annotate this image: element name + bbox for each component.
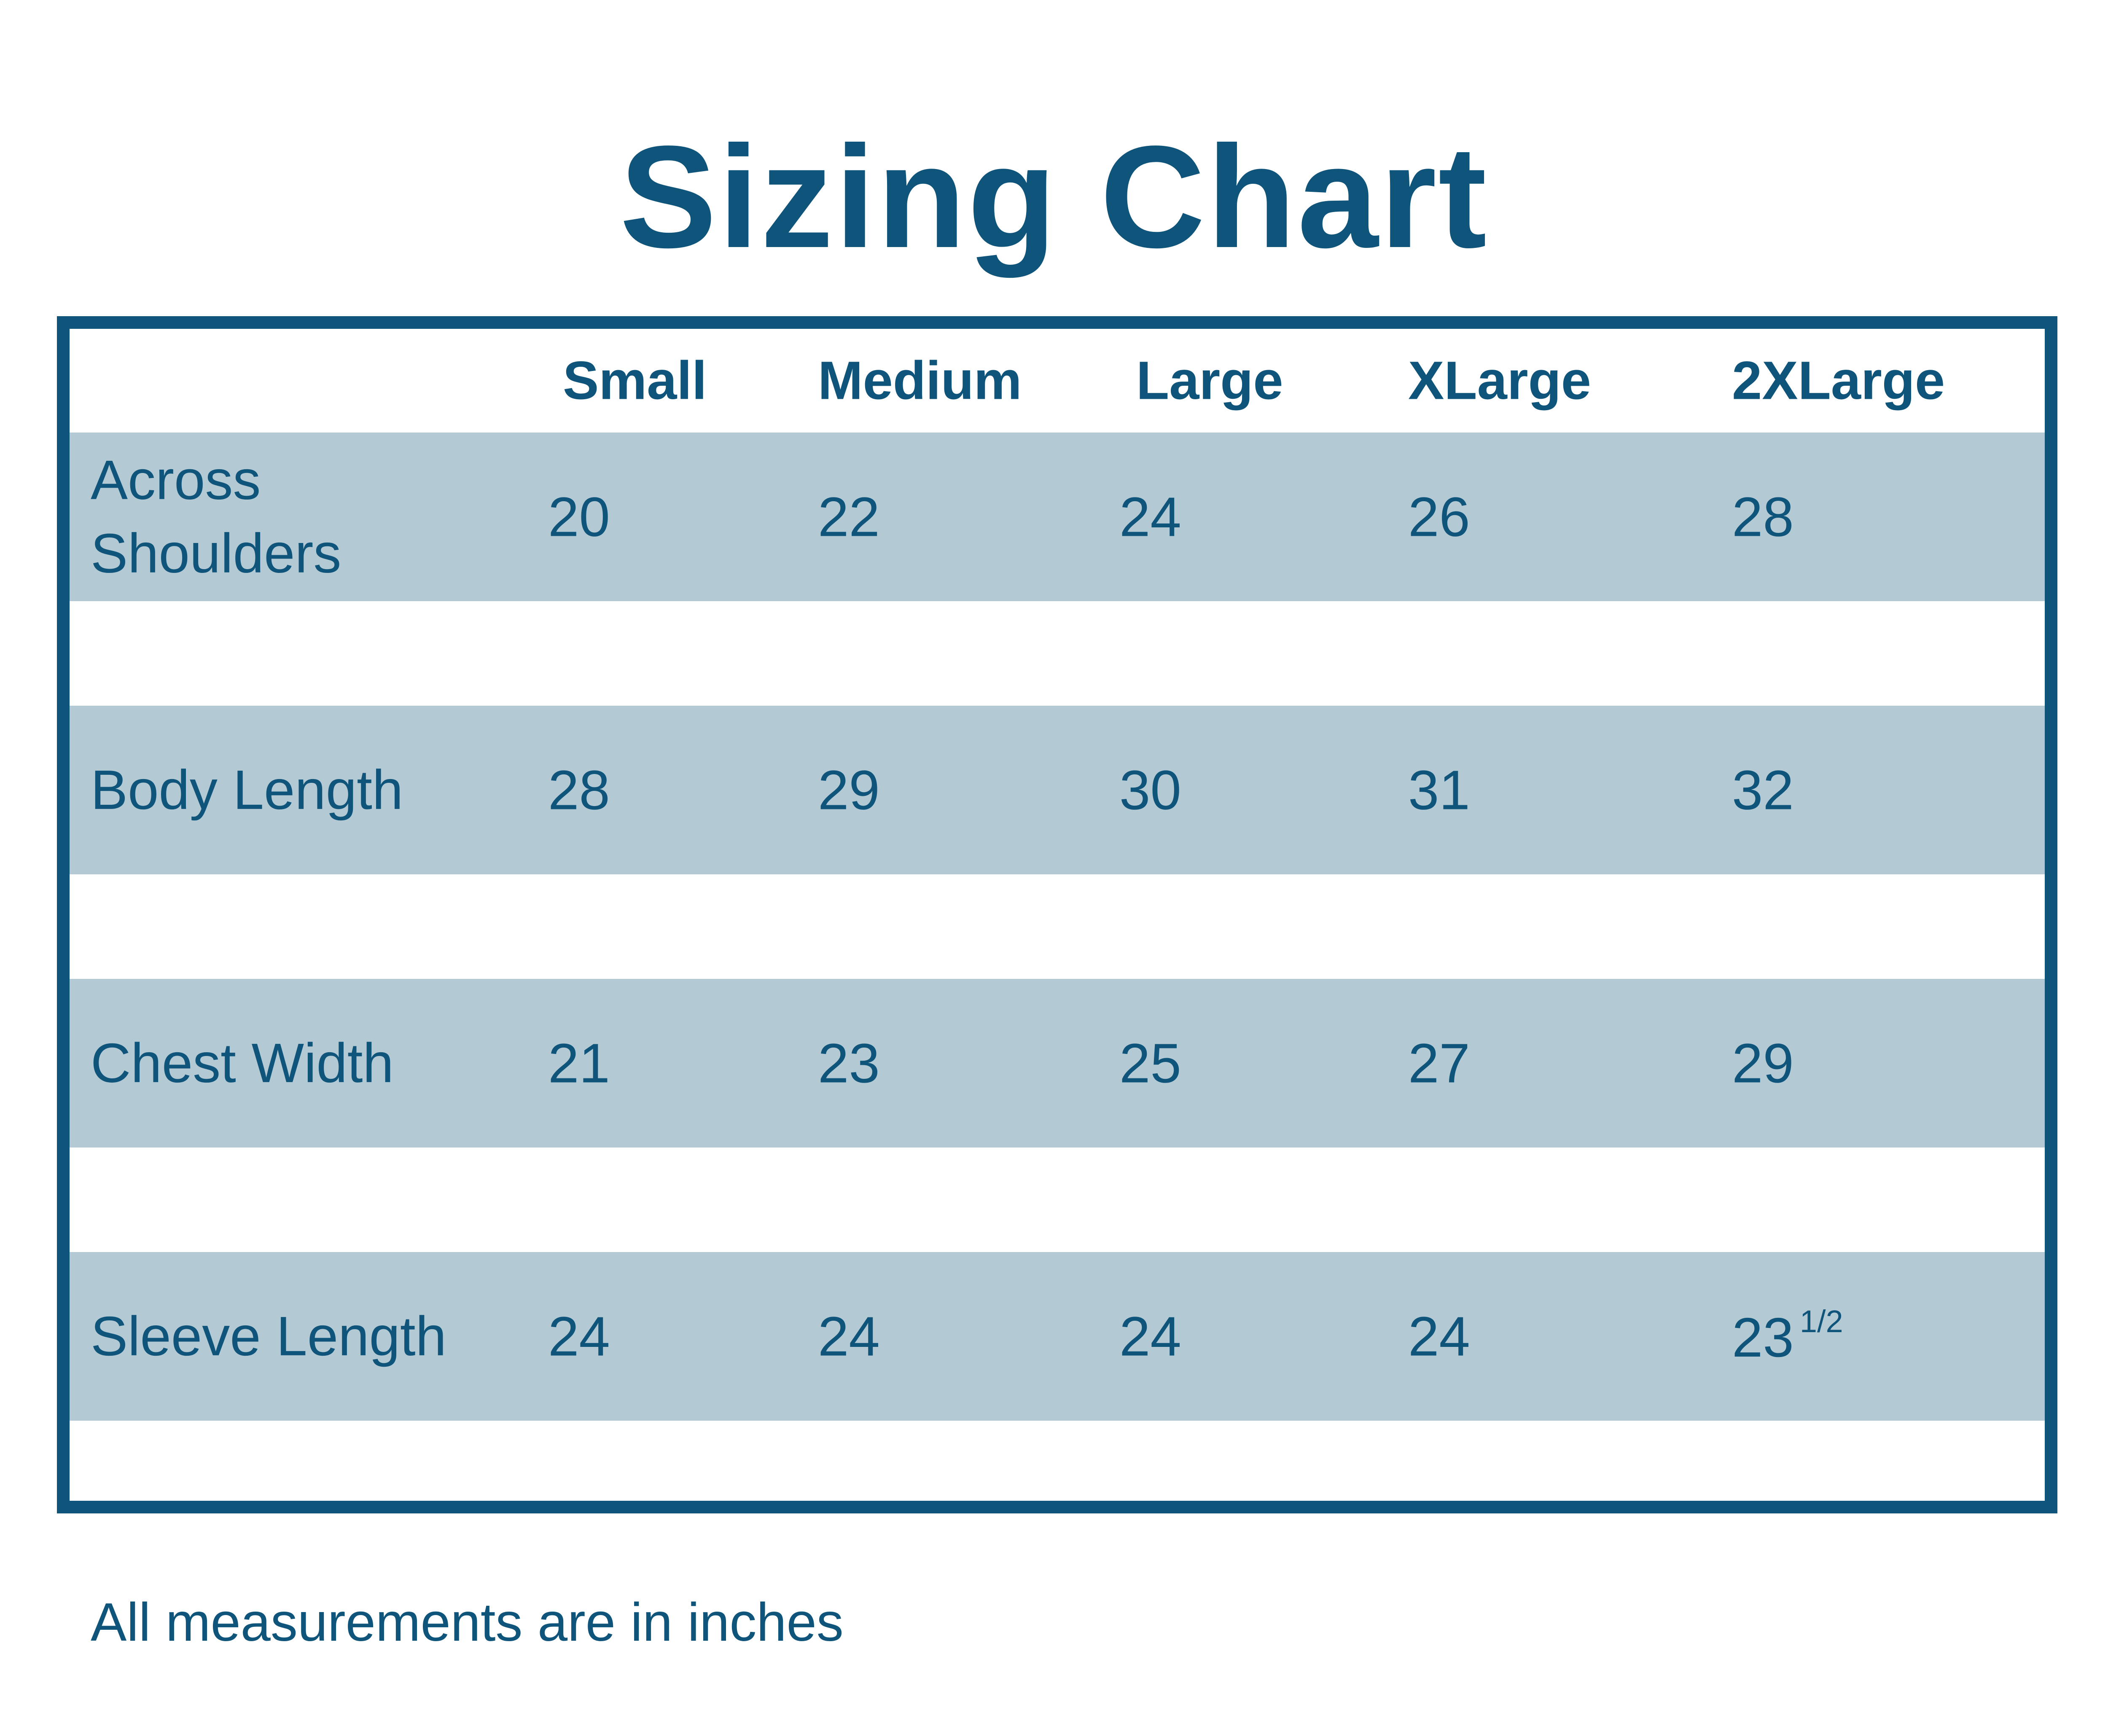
size-value: 24	[1408, 1305, 1470, 1368]
table-row-across-shoulders: Across Shoulders 20 22 24 26 28	[70, 433, 2045, 601]
size-value: 22	[818, 486, 880, 548]
column-header-large: Large	[1136, 350, 1283, 411]
size-value: 20	[548, 486, 610, 548]
size-value: 23 1/2	[1732, 1303, 1843, 1369]
sizing-table: Small Medium Large XLarge 2XLarge Across…	[57, 316, 2057, 1513]
size-value: 27	[1408, 1032, 1470, 1094]
row-label: Body Length	[91, 758, 403, 821]
size-value: 24	[818, 1305, 880, 1368]
size-value: 29	[1732, 1032, 1794, 1094]
size-value-whole: 23	[1732, 1306, 1794, 1368]
table-row-chest-width: Chest Width 21 23 25 27 29	[70, 979, 2045, 1147]
size-value: 28	[1732, 486, 1794, 548]
row-label: Chest Width	[91, 1032, 394, 1094]
row-label: Across Shoulders	[91, 449, 341, 584]
column-header-medium: Medium	[818, 350, 1022, 411]
column-header-xlarge: XLarge	[1408, 350, 1591, 411]
size-value: 26	[1408, 486, 1470, 548]
table-row-sleeve-length: Sleeve Length 24 24 24 24 23 1/2	[70, 1252, 2045, 1421]
size-value: 24	[1119, 486, 1181, 548]
page-title: Sizing Chart	[619, 116, 1489, 278]
size-value: 23	[818, 1032, 880, 1094]
size-value: 25	[1119, 1032, 1181, 1094]
size-value: 32	[1732, 759, 1794, 821]
size-value: 24	[548, 1305, 610, 1368]
size-value: 21	[548, 1032, 610, 1094]
column-header-small: Small	[563, 350, 707, 411]
size-value: 30	[1119, 759, 1181, 821]
size-value-fraction: 1/2	[1799, 1304, 1843, 1339]
size-value: 29	[818, 759, 880, 821]
table-header-row: Small Medium Large XLarge 2XLarge	[70, 329, 2045, 433]
row-label: Sleeve Length	[91, 1305, 447, 1367]
size-value: 31	[1408, 759, 1470, 821]
size-value: 24	[1119, 1305, 1181, 1368]
table-row-body-length: Body Length 28 29 30 31 32	[70, 706, 2045, 874]
column-header-2xlarge: 2XLarge	[1732, 350, 1945, 411]
size-value: 28	[548, 759, 610, 821]
measurements-footnote: All measurements are in inches	[91, 1592, 844, 1653]
